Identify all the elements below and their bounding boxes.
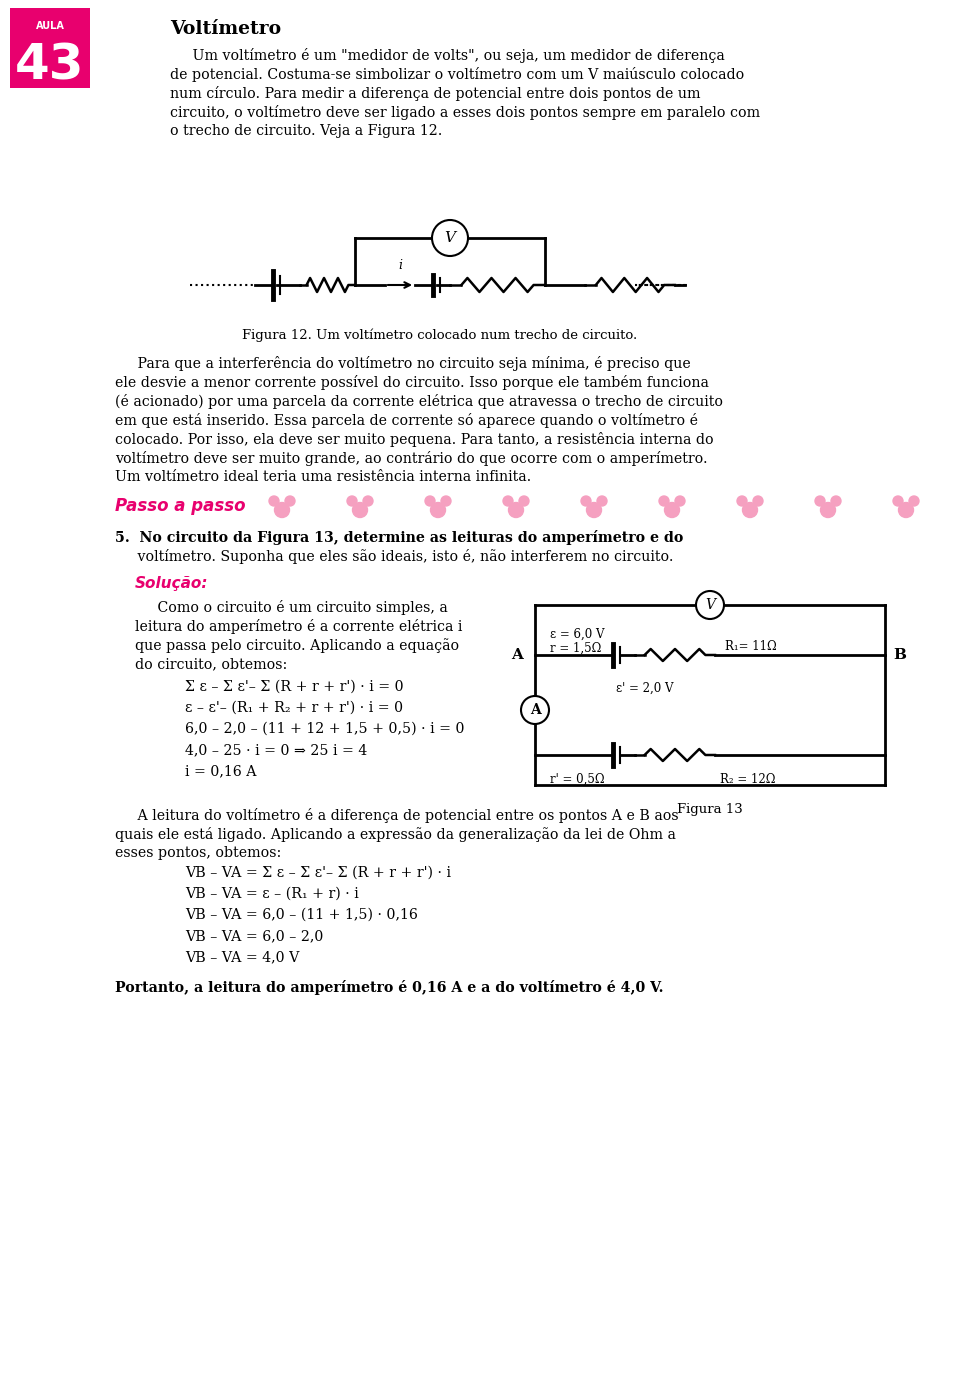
Text: circuito, o voltímetro deve ser ligado a esses dois pontos sempre em paralelo co: circuito, o voltímetro deve ser ligado a… xyxy=(170,105,760,120)
Text: 43: 43 xyxy=(15,42,84,90)
Circle shape xyxy=(664,502,680,518)
Text: Um voltímetro é um "medidor de volts", ou seja, um medidor de diferença: Um voltímetro é um "medidor de volts", o… xyxy=(170,48,725,64)
Text: (é acionado) por uma parcela da corrente elétrica que atravessa o trecho de circ: (é acionado) por uma parcela da corrente… xyxy=(115,394,723,410)
Circle shape xyxy=(363,495,373,507)
Text: ε – ε'– (R₁ + R₂ + r + r') · i = 0: ε – ε'– (R₁ + R₂ + r + r') · i = 0 xyxy=(185,702,403,716)
Circle shape xyxy=(275,502,290,518)
Circle shape xyxy=(597,495,607,507)
Circle shape xyxy=(581,495,591,507)
Text: Para que a interferência do voltímetro no circuito seja mínima, é preciso que: Para que a interferência do voltímetro n… xyxy=(115,356,691,371)
Text: VB – VA = ε – (R₁ + r) · i: VB – VA = ε – (R₁ + r) · i xyxy=(185,887,359,901)
Circle shape xyxy=(753,495,763,507)
Text: i = 0,16 A: i = 0,16 A xyxy=(185,764,256,778)
Circle shape xyxy=(659,495,669,507)
Circle shape xyxy=(696,591,724,619)
Text: 5.  No circuito da Figura 13, determine as leituras do amperímetro e do: 5. No circuito da Figura 13, determine a… xyxy=(115,530,684,545)
Circle shape xyxy=(899,502,914,518)
Bar xyxy=(10,18,90,89)
Text: quais ele está ligado. Aplicando a expressão da generalização da lei de Ohm a: quais ele está ligado. Aplicando a expre… xyxy=(115,828,676,841)
Text: ele desvie a menor corrente possível do circuito. Isso porque ele também funcion: ele desvie a menor corrente possível do … xyxy=(115,375,708,390)
Text: ε = 6,0 V: ε = 6,0 V xyxy=(550,628,605,641)
Circle shape xyxy=(285,495,295,507)
Circle shape xyxy=(441,495,451,507)
Text: r' = 0,5Ω: r' = 0,5Ω xyxy=(550,774,605,786)
Bar xyxy=(10,8,90,18)
Circle shape xyxy=(831,495,841,507)
Text: V: V xyxy=(705,598,715,612)
Text: o trecho de circuito. Veja a Figura 12.: o trecho de circuito. Veja a Figura 12. xyxy=(170,125,443,138)
Text: i: i xyxy=(398,259,402,273)
Text: num círculo. Para medir a diferença de potencial entre dois pontos de um: num círculo. Para medir a diferença de p… xyxy=(170,86,701,101)
Text: 6,0 – 2,0 – (11 + 12 + 1,5 + 0,5) · i = 0: 6,0 – 2,0 – (11 + 12 + 1,5 + 0,5) · i = … xyxy=(185,722,465,736)
Text: V: V xyxy=(444,231,455,245)
Text: Figura 12. Um voltímetro colocado num trecho de circuito.: Figura 12. Um voltímetro colocado num tr… xyxy=(242,328,637,342)
Text: A: A xyxy=(530,703,540,717)
Circle shape xyxy=(347,495,357,507)
Text: VB – VA = 4,0 V: VB – VA = 4,0 V xyxy=(185,949,300,965)
Text: R₂ = 12Ω: R₂ = 12Ω xyxy=(720,774,776,786)
Text: voltímetro deve ser muito grande, ao contrário do que ocorre com o amperímetro.: voltímetro deve ser muito grande, ao con… xyxy=(115,451,708,466)
Circle shape xyxy=(269,495,279,507)
Text: VB – VA = 6,0 – 2,0: VB – VA = 6,0 – 2,0 xyxy=(185,929,324,943)
Text: A: A xyxy=(511,648,523,662)
Circle shape xyxy=(909,495,919,507)
Text: Como o circuito é um circuito simples, a: Como o circuito é um circuito simples, a xyxy=(135,601,447,614)
Text: VB – VA = 6,0 – (11 + 1,5) · 0,16: VB – VA = 6,0 – (11 + 1,5) · 0,16 xyxy=(185,908,418,922)
Text: Figura 13: Figura 13 xyxy=(677,803,743,817)
Text: VB – VA = Σ ε – Σ ε'– Σ (R + r + r') · i: VB – VA = Σ ε – Σ ε'– Σ (R + r + r') · i xyxy=(185,866,451,880)
Text: AULA: AULA xyxy=(36,21,64,30)
Text: Voltímetro: Voltímetro xyxy=(170,19,281,37)
Text: A leitura do voltímetro é a diferença de potencial entre os pontos A e B aos: A leitura do voltímetro é a diferença de… xyxy=(115,808,679,823)
Circle shape xyxy=(821,502,835,518)
Circle shape xyxy=(587,502,602,518)
Text: r = 1,5Ω: r = 1,5Ω xyxy=(550,642,601,655)
Text: em que está inserido. Essa parcela de corrente só aparece quando o voltímetro é: em que está inserido. Essa parcela de co… xyxy=(115,412,698,428)
Text: Portanto, a leitura do amperímetro é 0,16 A e a do voltímetro é 4,0 V.: Portanto, a leitura do amperímetro é 0,1… xyxy=(115,980,663,995)
Circle shape xyxy=(352,502,368,518)
Circle shape xyxy=(509,502,523,518)
Circle shape xyxy=(521,696,549,724)
Text: B: B xyxy=(893,648,906,662)
Text: Um voltímetro ideal teria uma resistência interna infinita.: Um voltímetro ideal teria uma resistênci… xyxy=(115,471,531,484)
Circle shape xyxy=(503,495,513,507)
Circle shape xyxy=(432,220,468,256)
Text: de potencial. Costuma-se simbolizar o voltímetro com um V maiúsculo colocado: de potencial. Costuma-se simbolizar o vo… xyxy=(170,66,744,82)
Circle shape xyxy=(815,495,825,507)
Circle shape xyxy=(425,495,435,507)
Text: voltímetro. Suponha que eles são ideais, isto é, não interferem no circuito.: voltímetro. Suponha que eles são ideais,… xyxy=(115,549,674,565)
Text: Solução:: Solução: xyxy=(135,576,208,591)
Text: que passa pelo circuito. Aplicando a equação: que passa pelo circuito. Aplicando a equ… xyxy=(135,638,459,653)
Circle shape xyxy=(742,502,757,518)
Circle shape xyxy=(737,495,747,507)
Text: ε' = 2,0 V: ε' = 2,0 V xyxy=(616,682,674,695)
Text: esses pontos, obtemos:: esses pontos, obtemos: xyxy=(115,846,281,859)
Circle shape xyxy=(519,495,529,507)
Text: colocado. Por isso, ela deve ser muito pequena. Para tanto, a resistência intern: colocado. Por isso, ela deve ser muito p… xyxy=(115,432,713,447)
Text: leitura do amperímetro é a corrente elétrica i: leitura do amperímetro é a corrente elét… xyxy=(135,619,463,634)
Text: do circuito, obtemos:: do circuito, obtemos: xyxy=(135,657,287,671)
Text: 4,0 – 25 · i = 0 ⇒ 25 i = 4: 4,0 – 25 · i = 0 ⇒ 25 i = 4 xyxy=(185,743,368,757)
Text: Passo a passo: Passo a passo xyxy=(115,497,246,515)
Circle shape xyxy=(430,502,445,518)
Text: R₁= 11Ω: R₁= 11Ω xyxy=(725,639,777,653)
Circle shape xyxy=(893,495,903,507)
Text: Σ ε – Σ ε'– Σ (R + r + r') · i = 0: Σ ε – Σ ε'– Σ (R + r + r') · i = 0 xyxy=(185,680,403,693)
Circle shape xyxy=(675,495,685,507)
